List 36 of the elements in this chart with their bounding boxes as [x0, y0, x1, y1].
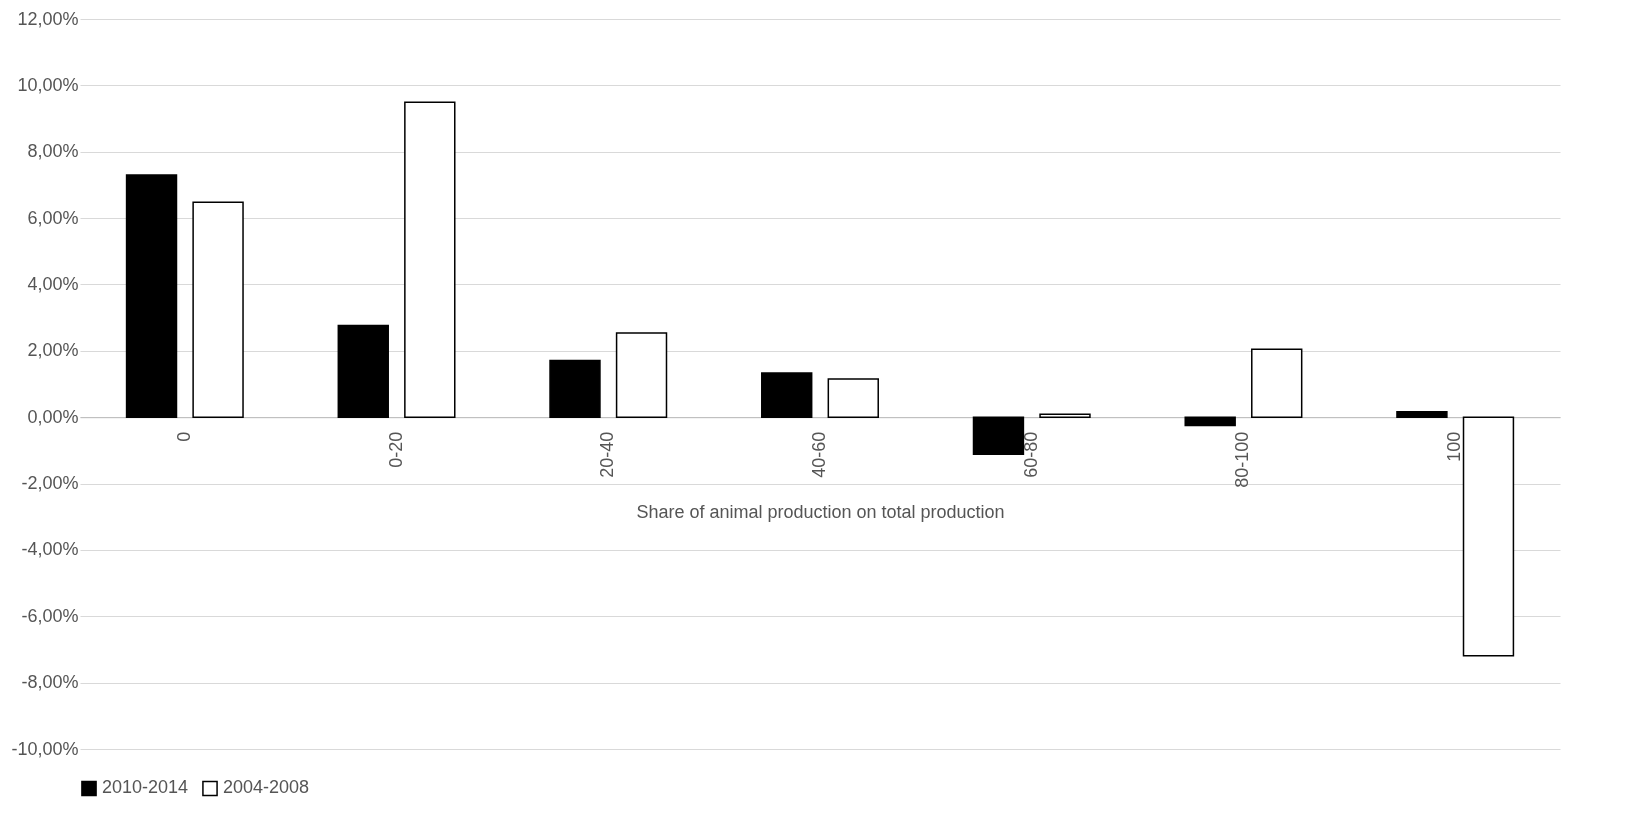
legend-label: 2004-2008: [223, 777, 310, 798]
y-tick-label: 2,00%: [27, 340, 79, 361]
bar: [125, 174, 178, 418]
x-tick-label: 0-20: [385, 431, 406, 468]
bar: [1039, 413, 1091, 418]
y-tick-label: 12,00%: [17, 8, 79, 29]
bar: [1251, 348, 1303, 418]
bar: [404, 101, 456, 418]
bar: [337, 324, 389, 418]
y-tick-label: 6,00%: [27, 207, 79, 228]
x-tick-label: 80-100: [1232, 431, 1253, 488]
y-tick-label: -8,00%: [21, 672, 79, 693]
bar: [192, 201, 244, 418]
x-axis-title: Share of animal production on total production: [636, 501, 1005, 522]
bar: [549, 359, 601, 418]
y-tick-label: 10,00%: [17, 74, 79, 95]
y-tick-label: -10,00%: [11, 738, 79, 759]
bar: [1462, 416, 1515, 657]
y-tick-label: 4,00%: [27, 273, 79, 294]
y-tick-label: 8,00%: [27, 141, 79, 162]
bar: [761, 372, 813, 418]
x-tick-label: 20-40: [597, 431, 618, 478]
bar: [1396, 411, 1448, 418]
x-tick-label: 0: [173, 431, 194, 442]
y-tick-label: -4,00%: [21, 539, 79, 560]
x-tick-label: 40-60: [809, 431, 829, 478]
legend-label: 2010-2014: [102, 777, 189, 798]
y-tick-label: 0,00%: [27, 406, 79, 427]
y-tick-label: -6,00%: [21, 605, 79, 626]
bar: [1184, 416, 1236, 427]
bar: [972, 416, 1025, 456]
bar: [827, 378, 879, 418]
x-tick-label: 100: [1444, 431, 1465, 462]
y-tick-label: -2,00%: [21, 473, 79, 494]
x-tick-label: 60-80: [1020, 431, 1041, 478]
bar: [615, 332, 668, 418]
